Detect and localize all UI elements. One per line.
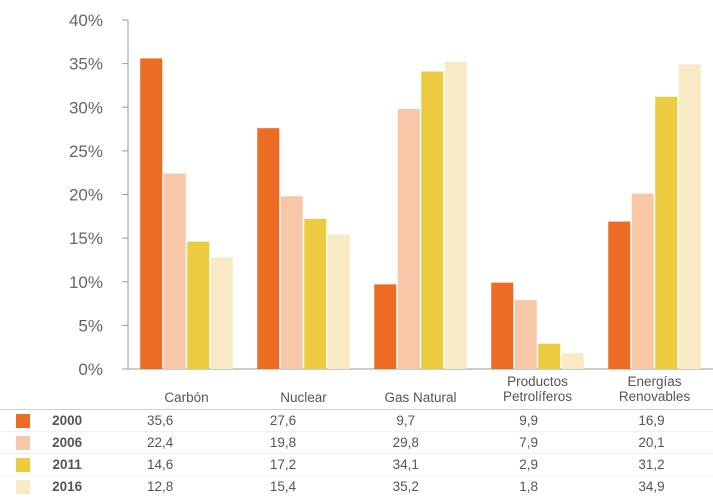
table-cell: 35,6	[98, 409, 222, 432]
bar-2000-4	[491, 282, 514, 369]
legend-label-2011: 2011	[35, 453, 99, 476]
table-cell: 9,9	[467, 409, 591, 432]
bar-2006-4	[514, 300, 537, 369]
y-tick-label: 15%	[69, 229, 103, 248]
legend-label-2000: 2000	[35, 409, 99, 432]
table-cell: 31,2	[590, 453, 713, 476]
legend-label-2006: 2006	[35, 431, 99, 454]
table-cell: 27,6	[221, 409, 345, 432]
data-table: 2000 35,6 27,6 9,7 9,9 16,9 2006 22,4 19…	[0, 409, 713, 497]
bar-2000-1	[140, 58, 163, 369]
table-cell: 34,9	[590, 475, 713, 497]
x-category-label: Carbón	[164, 390, 208, 405]
table-cell: 16,9	[590, 409, 713, 432]
y-tick-label: 40%	[69, 11, 103, 30]
y-tick-label: 5%	[78, 316, 103, 335]
bar-2006-3	[397, 108, 420, 370]
table-cell: 35,2	[344, 475, 468, 497]
table-cell: 17,2	[221, 453, 345, 476]
y-tick-label: 10%	[69, 273, 103, 292]
bar-chart: 0% 5% 10% 15% 20% 25% 30% 35% 40% Carbón Nuclear Ga…	[69, 11, 713, 405]
legend-swatch-2000	[15, 414, 30, 429]
legend-swatch-2011	[15, 458, 30, 473]
x-category-label: Petrolíferos	[503, 389, 572, 404]
table-cell: 20,1	[590, 431, 713, 454]
bar-2011-3	[421, 71, 444, 369]
table-cell: 22,4	[98, 431, 222, 454]
table-cell: 29,8	[344, 431, 468, 454]
table-row: 2011 14,6 17,2 34,1 2,9 31,2	[0, 453, 713, 476]
table-cell: 2,9	[467, 453, 591, 476]
x-category-label: Nuclear	[280, 390, 327, 405]
bar-2000-2	[257, 128, 280, 369]
bar-2006-1	[163, 173, 186, 369]
table-cell: 12,8	[98, 475, 222, 497]
table-row: 2016 12,8 15,4 35,2 1,8 34,9	[0, 475, 713, 497]
table-cell: 15,4	[221, 475, 345, 497]
bar-2006-2	[280, 196, 303, 369]
bar-2011-5	[655, 96, 678, 369]
bar-2016-3	[444, 61, 467, 369]
x-category-label: Gas Natural	[384, 390, 456, 405]
bar-2016-4	[561, 353, 584, 369]
y-tick-label: 20%	[69, 186, 103, 205]
legend-swatch-2016	[15, 480, 30, 495]
bar-2000-5	[608, 221, 631, 369]
y-tick-label: 0%	[78, 360, 103, 379]
y-tick-label: 30%	[69, 98, 103, 117]
x-category-label: Renovables	[619, 389, 691, 404]
bar-2016-5	[678, 64, 701, 369]
legend-label-2016: 2016	[35, 475, 99, 497]
x-category-label: Energías	[627, 374, 681, 389]
y-tick-label: 25%	[69, 142, 103, 161]
table-cell: 19,8	[221, 431, 345, 454]
bar-2011-2	[304, 218, 327, 369]
table-cell: 1,8	[467, 475, 591, 497]
bar-2016-2	[327, 234, 350, 369]
bar-2006-5	[631, 193, 654, 369]
table-cell: 9,7	[344, 409, 468, 432]
x-category-label: Productos	[507, 374, 568, 389]
table-row: 2000 35,6 27,6 9,7 9,9 16,9	[0, 409, 713, 432]
table-cell: 14,6	[98, 453, 222, 476]
bar-2016-1	[210, 257, 233, 369]
table-cell: 34,1	[344, 453, 468, 476]
bar-2011-4	[538, 343, 561, 369]
table-cell: 7,9	[467, 431, 591, 454]
table-row: 2006 22,4 19,8 29,8 7,9 20,1	[0, 431, 713, 454]
bar-2011-1	[187, 241, 210, 369]
y-tick-label: 35%	[69, 55, 103, 74]
bar-2000-3	[374, 284, 397, 369]
legend-swatch-2006	[15, 436, 30, 451]
